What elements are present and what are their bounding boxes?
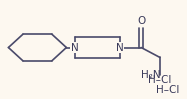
Text: N: N: [71, 42, 79, 53]
Text: H–Cl: H–Cl: [156, 85, 179, 95]
Text: H₂N: H₂N: [141, 70, 161, 80]
Text: N: N: [116, 42, 124, 53]
Text: H–Cl: H–Cl: [148, 75, 171, 85]
Text: O: O: [137, 16, 145, 26]
